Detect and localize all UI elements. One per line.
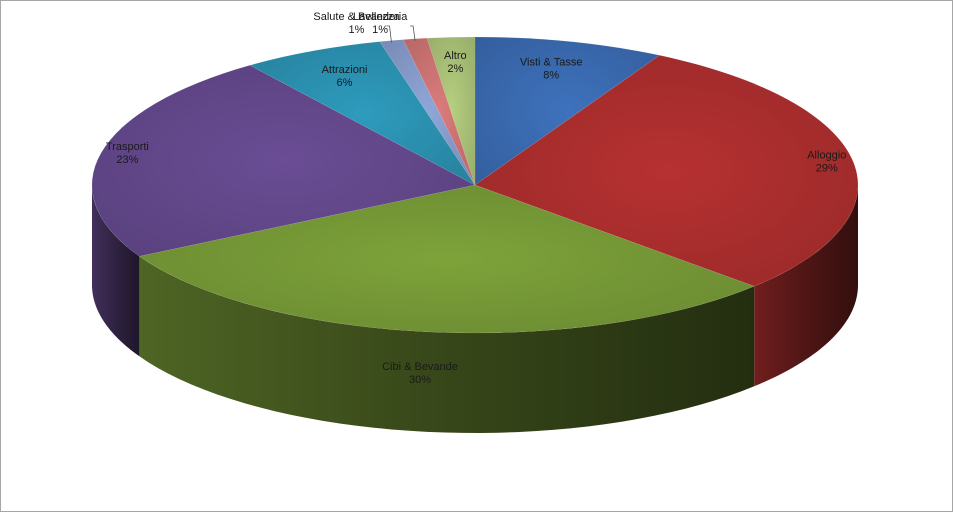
side-trasporti [92, 185, 140, 357]
slice-trasporti [91, 65, 476, 257]
label-visti-tasse: Visti & Tasse [520, 56, 583, 68]
percent-salute-bellezza: 1% [349, 24, 365, 36]
percent-cibi-bevande: 30% [409, 374, 431, 386]
percent-alloggio: 29% [816, 163, 838, 175]
label-salute-bellezza: Salute & Bellezza [313, 11, 400, 23]
slice-attrazioni [249, 41, 476, 186]
label-alloggio: Alloggio [807, 150, 846, 162]
label-lavanderia: Lavanderia [353, 11, 408, 23]
side-alloggio [754, 185, 858, 387]
percent-trasporti: 23% [116, 154, 138, 166]
percent-attrazioni: 6% [337, 77, 353, 89]
label-altro: Altro [444, 50, 467, 62]
percent-altro: 2% [447, 63, 463, 75]
side-cibi-bevande [139, 256, 755, 433]
pie-top-faces [91, 36, 859, 334]
label-trasporti: Trasporti [106, 141, 149, 153]
label-cibi-bevande: Cibi & Bevande [382, 361, 458, 373]
pie-side-walls [92, 185, 858, 433]
leader-line-salute-bellezza [386, 25, 392, 43]
leader-line-lavanderia [410, 25, 416, 41]
slice-visti-tasse [474, 36, 661, 186]
label-attrazioni: Attrazioni [322, 64, 368, 76]
percent-lavanderia: 1% [372, 24, 388, 36]
slice-cibi-bevande [138, 184, 755, 334]
percent-visti-tasse: 8% [543, 69, 559, 81]
slice-altro [426, 36, 476, 186]
slice-alloggio [474, 55, 859, 287]
